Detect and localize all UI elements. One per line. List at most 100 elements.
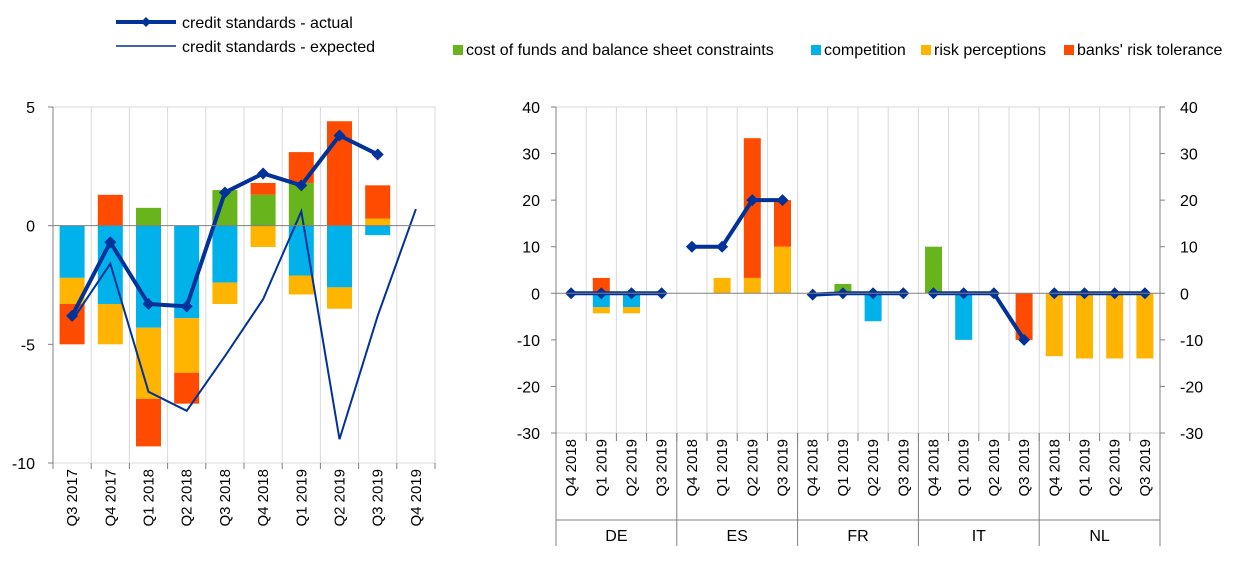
- left-actual-marker: [257, 167, 270, 180]
- left-ytick-label: 5: [26, 100, 35, 117]
- right-right-ytick-label: -30: [1180, 426, 1203, 443]
- right-bar-1-2-seg-3: [743, 138, 761, 278]
- left-actual-marker: [371, 148, 384, 161]
- right-bar-1-3-seg-2: [774, 246, 791, 294]
- right-left-ytick-label: -20: [517, 379, 540, 396]
- right-bar-0-1-seg-2: [592, 307, 610, 314]
- right-bar-0-1-seg-3: [592, 277, 610, 294]
- right-xtick-label: Q4 2018: [1046, 439, 1063, 497]
- left-bar-8-seg-3: [365, 185, 391, 219]
- right-xtick-label: Q1 2019: [593, 439, 610, 497]
- right-chart-axes: -30 -30 -20 -20 -10 -10 0 0 10 10 20 20 30 30 40 40 Q4 2…: [517, 100, 1203, 546]
- right-xtick-label: Q4 2018: [684, 439, 701, 497]
- right-bar-4-1-seg-2: [1076, 293, 1093, 359]
- right-left-ytick-label: 0: [531, 286, 540, 303]
- left-xtick-label: Q4 2018: [255, 469, 272, 527]
- right-chart-bars: [592, 138, 1154, 359]
- right-right-ytick-label: 30: [1180, 147, 1198, 164]
- legend-bars: cost of funds and balance sheet constrai…: [453, 42, 1222, 59]
- right-right-ytick-label: 40: [1180, 100, 1198, 117]
- legend-expected-label: credit standards - expected: [182, 39, 375, 56]
- right-xtick-label: Q2 2019: [1107, 439, 1124, 497]
- legend-lines: credit standards - actual credit standar…: [116, 15, 375, 56]
- right-xtick-label: Q1 2019: [956, 439, 973, 497]
- legend-swatch-cost-of-funds: [453, 45, 463, 55]
- left-xtick-label: Q1 2019: [293, 469, 310, 527]
- left-bar-1-seg-3: [97, 194, 123, 226]
- right-actual-marker: [685, 240, 698, 253]
- left-xtick-label: Q4 2017: [102, 469, 119, 527]
- right-group-label: ES: [727, 528, 748, 545]
- left-actual-marker: [333, 129, 346, 142]
- right-xtick-label: Q2 2019: [865, 439, 882, 497]
- right-right-ytick-label: -10: [1180, 333, 1203, 350]
- left-bar-3-seg-2: [174, 318, 200, 373]
- right-left-ytick-label: 20: [522, 193, 540, 210]
- right-bar-0-2-seg-2: [623, 307, 640, 314]
- right-bar-4-3-seg-2: [1136, 293, 1154, 359]
- right-xtick-label: Q4 2018: [926, 439, 943, 497]
- left-bar-1-seg-2: [97, 303, 123, 345]
- left-chart-axes: -10 -5 0 5 Q3 2017 Q4 2017 Q1 2018 Q2 2018 Q3 20…: [12, 100, 436, 527]
- right-xtick-label: Q2 2019: [986, 439, 1003, 497]
- right-actual-marker: [716, 240, 729, 253]
- right-actual-line: [691, 198, 783, 249]
- left-bar-7-seg-1: [327, 225, 352, 288]
- left-xtick-label: Q3 2018: [217, 469, 234, 527]
- right-left-ytick-label: -10: [517, 333, 540, 350]
- right-bar-4-2-seg-2: [1106, 293, 1124, 359]
- left-bar-0-seg-1: [59, 225, 85, 278]
- legend-swatch-competition: [811, 45, 821, 55]
- right-actual-marker: [1018, 333, 1031, 346]
- right-xtick-label: Q2 2019: [624, 439, 641, 497]
- left-bar-5-seg-0: [250, 194, 276, 226]
- left-chart-bars: [59, 121, 391, 447]
- right-right-ytick-label: 20: [1180, 193, 1198, 210]
- right-left-ytick-label: 10: [522, 240, 540, 257]
- left-bar-5-seg-3: [250, 182, 276, 195]
- right-actual-marker: [746, 194, 759, 207]
- right-xtick-label: Q2 2019: [744, 439, 761, 497]
- right-left-ytick-label: 40: [522, 100, 540, 117]
- left-bar-8-seg-1: [365, 225, 391, 236]
- left-xtick-label: Q2 2019: [332, 469, 349, 527]
- left-bar-6-seg-2: [288, 275, 314, 295]
- right-xtick-label: Q3 2019: [775, 439, 792, 497]
- legend-label-risk-tolerance: banks' risk tolerance: [1077, 42, 1222, 59]
- left-actual-marker: [104, 236, 117, 249]
- right-bar-4-0-seg-2: [1045, 293, 1063, 357]
- right-xtick-label: Q1 2019: [1077, 439, 1094, 497]
- right-xtick-label: Q4 2018: [563, 439, 580, 497]
- right-bar-3-3-seg-3: [1015, 293, 1033, 340]
- right-bar-3-1-seg-1: [955, 293, 973, 340]
- right-bar-1-3-seg-3: [774, 200, 791, 247]
- right-bar-1-2-seg-2: [743, 277, 761, 294]
- left-ytick-label: 0: [26, 219, 35, 236]
- left-ytick-label: -10: [12, 456, 35, 473]
- right-bar-1-1-seg-2: [713, 277, 731, 294]
- right-xtick-label: Q3 2019: [895, 439, 912, 497]
- left-xtick-label: Q4 2019: [408, 469, 425, 527]
- right-bar-0-1-seg-1: [592, 293, 610, 308]
- left-actual-marker: [218, 186, 231, 199]
- legend-swatch-risk-tolerance: [1064, 45, 1074, 55]
- right-group-label: DE: [605, 528, 627, 545]
- right-chart-gridlines: [555, 106, 1161, 434]
- right-right-ytick-label: -20: [1180, 379, 1203, 396]
- left-bar-6-seg-3: [288, 152, 314, 183]
- right-xtick-label: Q3 2019: [1137, 439, 1154, 497]
- right-group-label: FR: [847, 528, 868, 545]
- legend-label-cost-of-funds: cost of funds and balance sheet constrai…: [466, 42, 774, 59]
- legend-actual-label: credit standards - actual: [182, 15, 353, 32]
- left-actual-marker: [295, 179, 308, 192]
- right-xtick-label: Q4 2018: [805, 439, 822, 497]
- right-right-ytick-label: 0: [1180, 286, 1189, 303]
- right-bar-3-0-seg-0: [925, 246, 942, 294]
- left-bar-4-seg-2: [212, 282, 238, 304]
- right-xtick-label: Q1 2019: [835, 439, 852, 497]
- left-bar-2-seg-3: [136, 398, 161, 447]
- left-xtick-label: Q2 2018: [179, 469, 196, 527]
- left-bar-4-seg-1: [212, 225, 238, 283]
- legend-label-competition: competition: [824, 42, 906, 59]
